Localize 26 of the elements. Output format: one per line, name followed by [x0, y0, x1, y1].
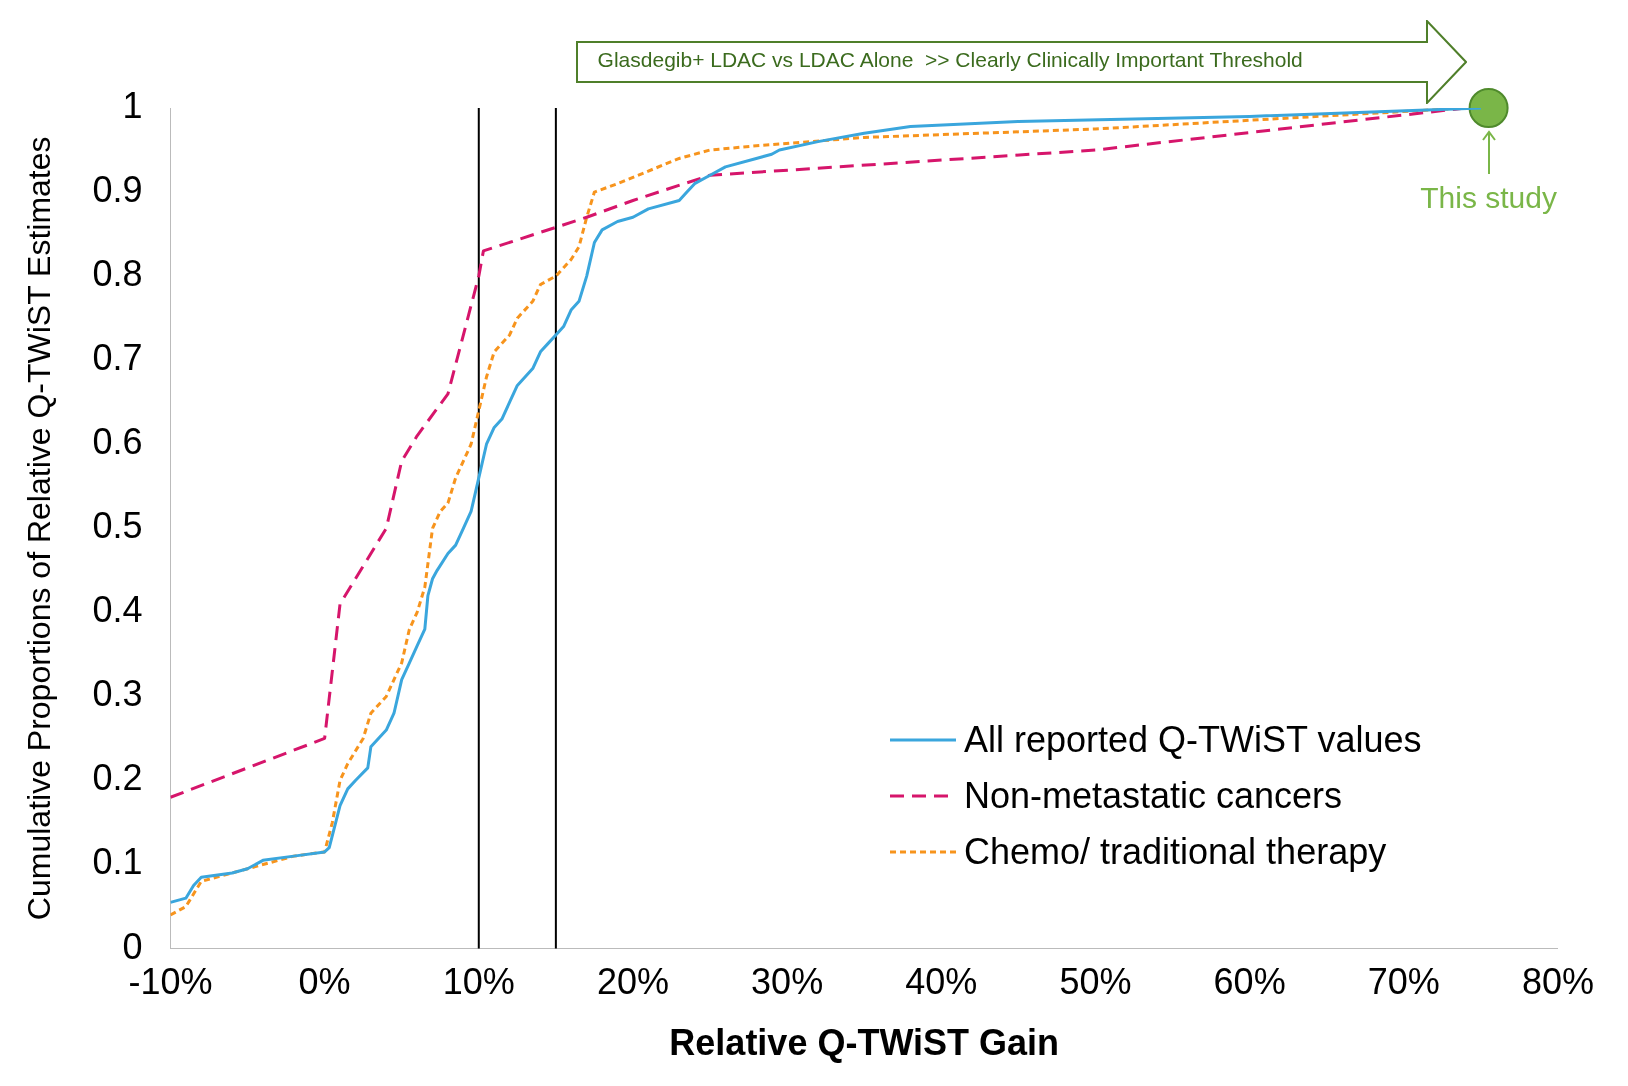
x-axis-title: Relative Q-TWiST Gain: [669, 1022, 1060, 1064]
y-tick-label: 1: [122, 84, 143, 126]
y-tick-label: 0.6: [92, 421, 143, 463]
legend-label: Non-metastatic cancers: [963, 774, 1343, 817]
x-tick-label: 30%: [751, 961, 824, 1003]
arrow-callout: Glasdegib+ LDAC vs LDAC Alone >> Clearly Clinically Important Threshold: [575, 20, 1467, 104]
x-tick-label: 80%: [1521, 961, 1594, 1003]
text: This study: [1420, 181, 1557, 215]
y-tick-label: 0.8: [92, 253, 143, 295]
x-tick-label: 20%: [596, 961, 669, 1003]
y-tick-label: 0.2: [92, 757, 143, 799]
y-tick-label: 0.5: [92, 505, 143, 547]
y-axis-title: Cumulative Proportions of Relative Q-TWiST Estimates: [21, 136, 58, 921]
x-tick-label: 60%: [1213, 961, 1286, 1003]
y-tick-label: 0.3: [92, 673, 143, 715]
legend-label: All reported Q-TWiST values: [963, 718, 1422, 761]
x-tick-label: 50%: [1059, 961, 1132, 1003]
y-tick-label: 0.7: [92, 337, 143, 379]
x-tick-label: 70%: [1367, 961, 1440, 1003]
legend-label: Chemo/ traditional therapy: [963, 830, 1387, 873]
y-tick-label: 0.4: [92, 589, 143, 631]
x-tick-label: 10%: [442, 961, 515, 1003]
y-tick-label: 0.9: [92, 168, 143, 210]
x-tick-label: 40%: [905, 961, 978, 1003]
y-tick-label: 0.1: [92, 841, 143, 883]
x-tick-label: 0%: [298, 961, 351, 1003]
